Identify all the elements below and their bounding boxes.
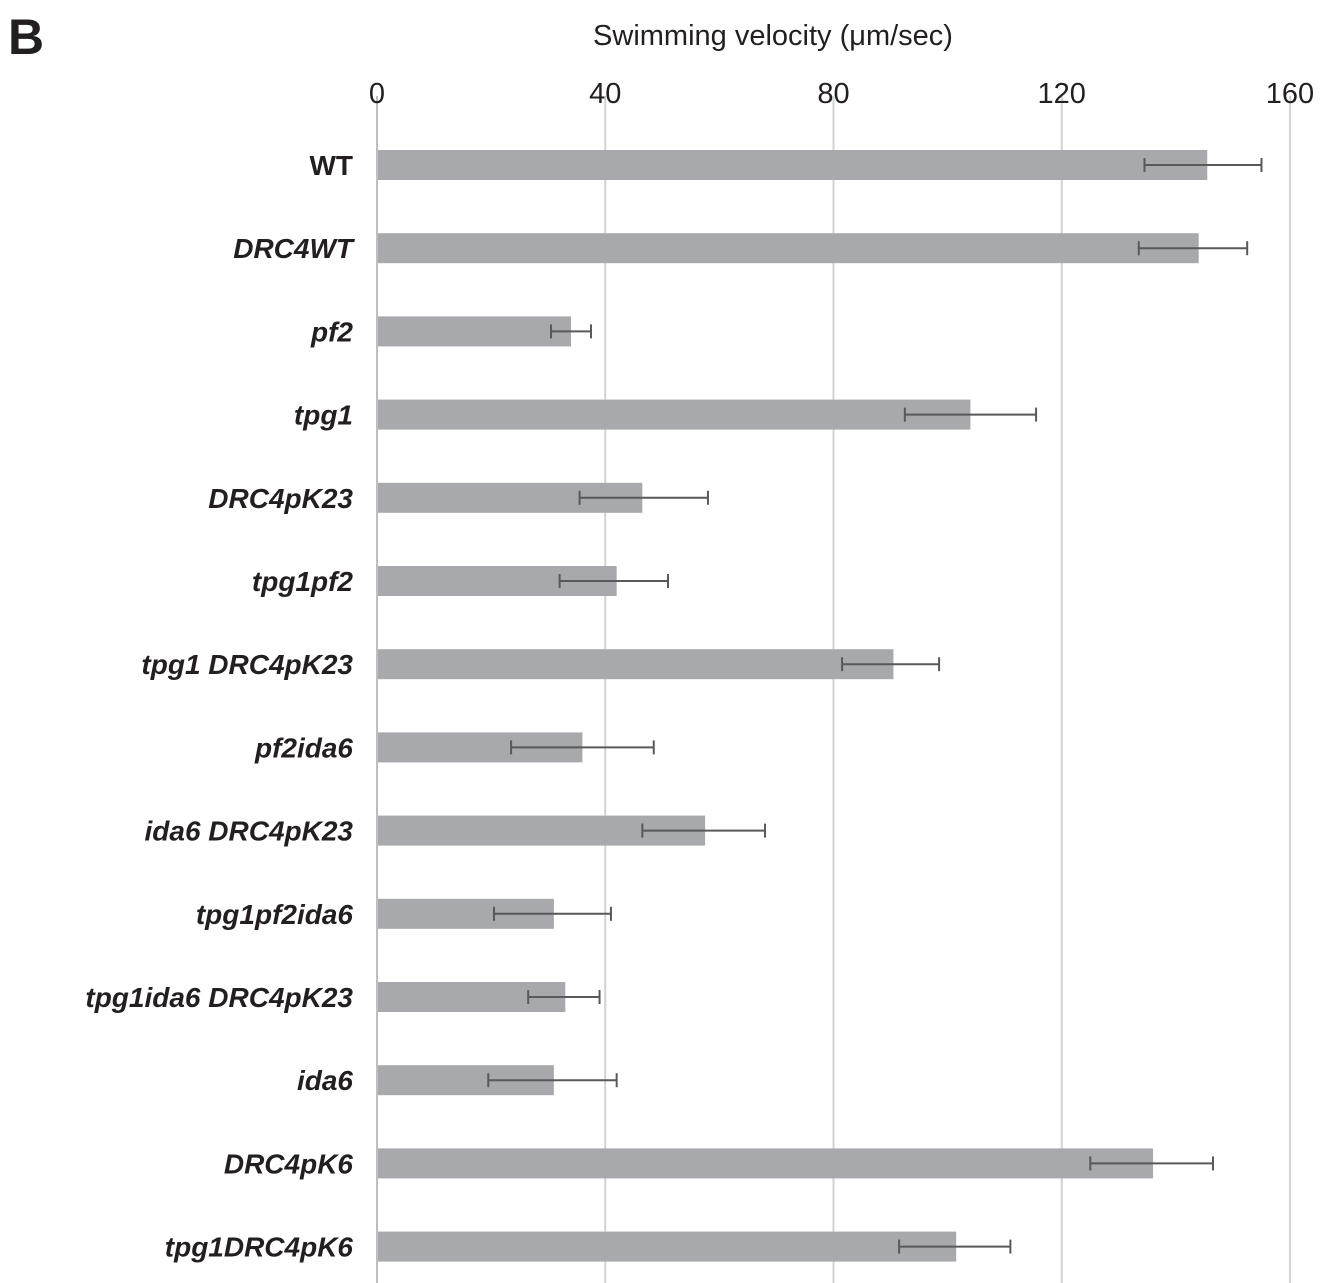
bar bbox=[378, 1231, 957, 1262]
category-labels: WT DRC4WT pf2 tpg1 DRC4pK23 tpg1pf2 tpg1 DRC4p… bbox=[85, 150, 356, 1263]
category-label: WT bbox=[309, 150, 353, 181]
category-label: DRC4pK6 bbox=[224, 1148, 354, 1179]
x-tick-label: 0 bbox=[369, 78, 385, 110]
panel-letter: B bbox=[8, 9, 44, 65]
error-bars bbox=[487, 158, 1263, 1254]
category-label: tpg1ida6 DRC4pK23 bbox=[85, 982, 353, 1013]
category-label: tpg1 bbox=[294, 400, 353, 431]
bar bbox=[378, 316, 572, 347]
category-label: ida6 DRC4pK23 bbox=[144, 816, 353, 847]
category-label: tpg1DRC4pK6 bbox=[165, 1232, 354, 1263]
x-tick-label: 120 bbox=[1038, 78, 1086, 110]
bar bbox=[378, 150, 1208, 180]
bars bbox=[378, 150, 1208, 1262]
bar bbox=[378, 233, 1199, 264]
category-label: tpg1 DRC4pK23 bbox=[141, 649, 353, 680]
x-axis-title: Swimming velocity (μm/sec) bbox=[593, 20, 953, 52]
x-tick-label: 80 bbox=[817, 78, 849, 110]
grid-lines bbox=[376, 96, 1291, 1283]
category-label: DRC4WT bbox=[233, 233, 356, 264]
x-axis-ticks: 0 40 80 120 160 bbox=[369, 78, 1314, 110]
bar bbox=[378, 399, 971, 430]
category-label: pf2ida6 bbox=[254, 732, 353, 763]
category-label: tpg1pf2ida6 bbox=[196, 899, 354, 930]
x-tick-label: 160 bbox=[1266, 78, 1314, 110]
category-label: pf2 bbox=[310, 316, 353, 347]
category-label: tpg1pf2 bbox=[252, 566, 354, 597]
bar bbox=[378, 1148, 1154, 1179]
category-label: DRC4pK23 bbox=[208, 483, 353, 514]
category-label: ida6 bbox=[297, 1065, 353, 1096]
x-tick-label: 40 bbox=[589, 78, 621, 110]
bar bbox=[378, 649, 894, 680]
